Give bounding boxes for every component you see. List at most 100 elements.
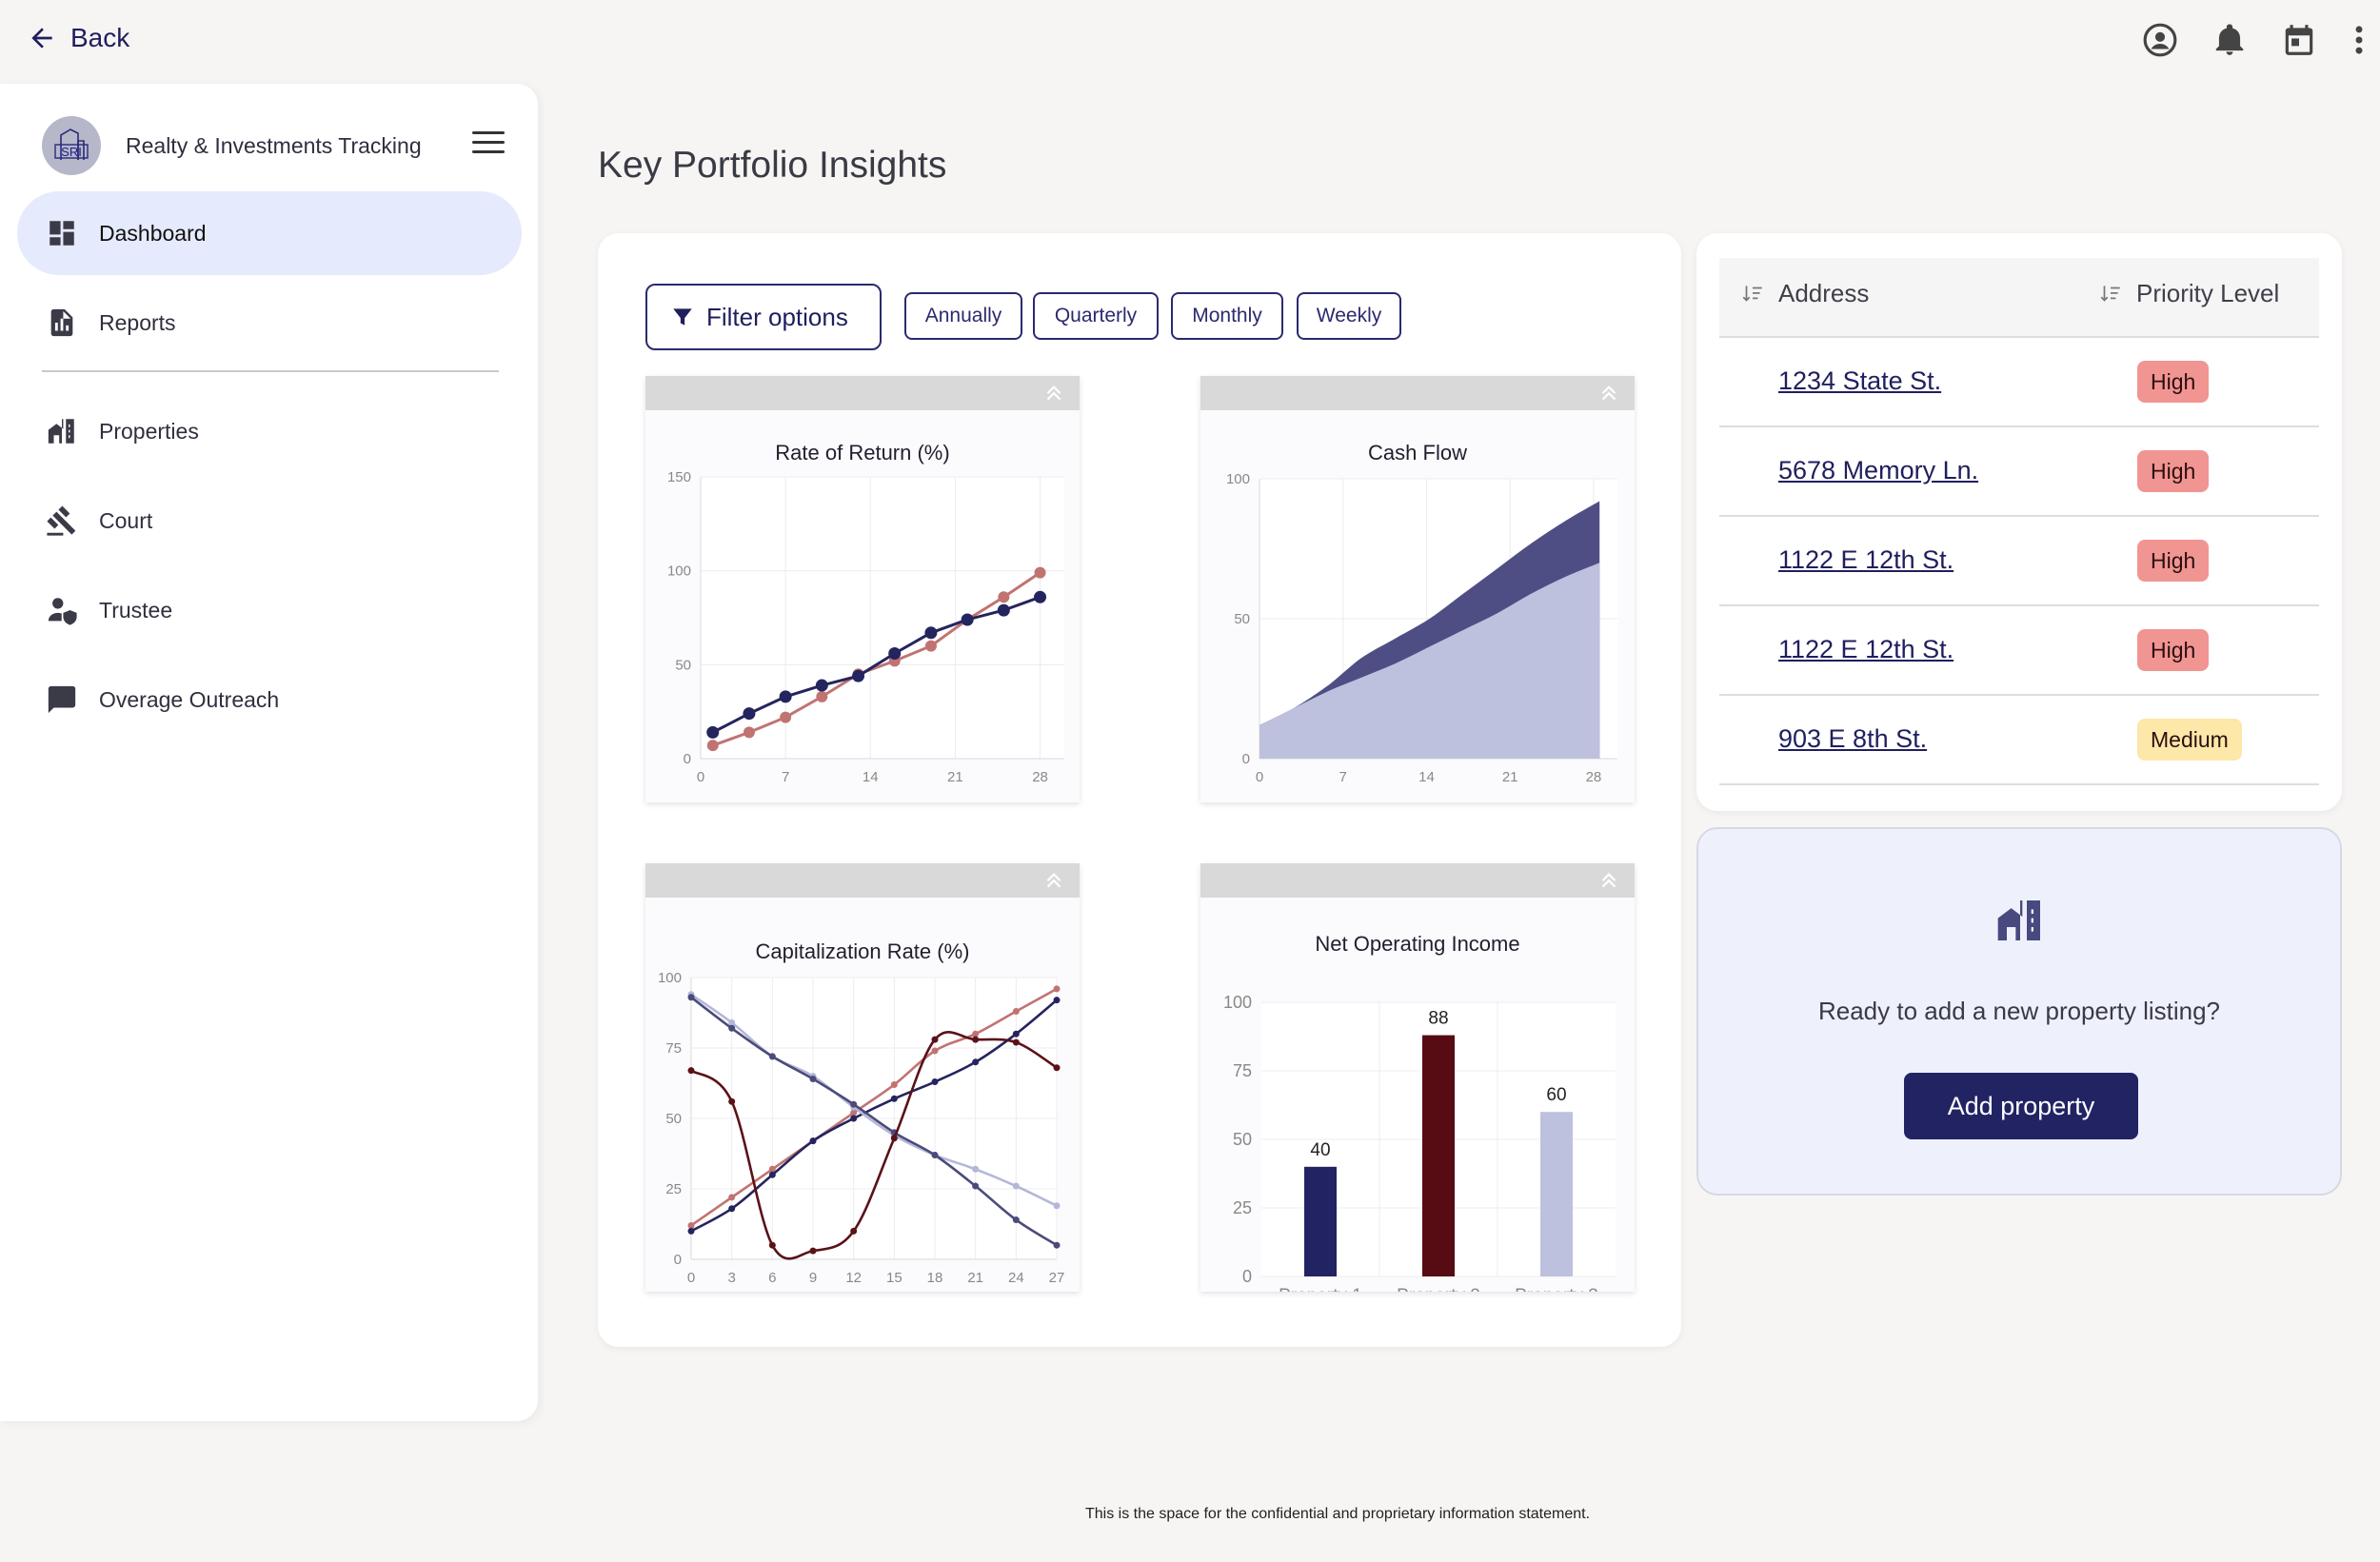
calendar-button[interactable]	[2280, 21, 2318, 59]
collapse-chevron-icon[interactable]	[1041, 867, 1066, 892]
data-point	[728, 1024, 736, 1032]
x-tick-label: 14	[1418, 769, 1435, 785]
data-point	[961, 613, 974, 626]
sidebar-item-overage-outreach[interactable]: Overage Outreach	[17, 658, 522, 741]
data-point	[816, 690, 828, 702]
data-point	[779, 690, 792, 703]
series-line	[690, 987, 1058, 1227]
data-point	[768, 1053, 776, 1060]
priority-badge: Medium	[2137, 719, 2242, 761]
x-tick-label: 21	[967, 1270, 983, 1286]
sidebar-item-dashboard[interactable]: Dashboard	[17, 191, 522, 275]
menu-toggle-button[interactable]	[472, 131, 505, 156]
period-quarterly[interactable]: Quarterly	[1033, 292, 1159, 340]
account-button[interactable]	[2141, 21, 2179, 59]
data-point	[924, 626, 938, 640]
period-weekly[interactable]: Weekly	[1297, 292, 1401, 340]
collapse-chevron-icon[interactable]	[1597, 867, 1621, 892]
y-tick-label: 75	[665, 1040, 682, 1057]
data-point	[809, 1137, 817, 1145]
data-point	[687, 1227, 695, 1235]
top-actions	[2110, 21, 2380, 59]
data-point	[890, 1135, 898, 1142]
sidebar-item-properties[interactable]: Properties	[17, 389, 522, 473]
address-link[interactable]: 903 E 8th St.	[1778, 724, 1928, 753]
address-link[interactable]: 1234 State St.	[1778, 366, 1942, 395]
data-point	[890, 1080, 898, 1088]
data-point	[687, 1221, 695, 1229]
y-tick-label: 150	[667, 469, 691, 485]
y-tick-label: 100	[658, 970, 682, 986]
rate-of-return-plot: Rate of Return (%) 0 50 100 150 0 7 14 21 28	[667, 441, 1064, 785]
data-point	[1012, 1008, 1020, 1016]
period-annually[interactable]: Annually	[904, 292, 1022, 340]
data-point	[728, 1205, 736, 1213]
x-tick-label: 18	[927, 1270, 943, 1286]
x-tick-label: Property 2	[1397, 1286, 1480, 1292]
data-point	[850, 1115, 858, 1122]
rate-of-return-chart: Rate of Return (%) 0 50 100 150 0 7 14 21 28	[645, 376, 1080, 802]
notifications-button[interactable]	[2211, 21, 2249, 59]
y-tick-label: 100	[1223, 993, 1252, 1012]
add-property-card: Ready to add a new property listing? Add…	[1696, 827, 2342, 1196]
data-point	[997, 603, 1010, 617]
data-point	[852, 669, 865, 682]
chat-icon	[48, 685, 76, 714]
address-link[interactable]: 5678 Memory Ln.	[1778, 456, 1979, 484]
data-point	[809, 1076, 817, 1083]
priority-badge: High	[2137, 450, 2210, 492]
address-link[interactable]: 1122 E 12th St.	[1778, 635, 1954, 663]
data-point	[1053, 985, 1061, 993]
data-point	[998, 591, 1010, 603]
cash-flow-plot: Cash Flow 0 50 100 0 7 14 21 28	[1226, 441, 1617, 785]
priority-column-header[interactable]: Priority Level	[2098, 279, 2279, 308]
series-area	[1259, 563, 1600, 759]
data-point	[850, 1227, 858, 1235]
person-shield-icon	[48, 598, 77, 625]
data-point	[1012, 1182, 1020, 1190]
back-button[interactable]: Back	[27, 23, 129, 53]
sidebar-nav: Dashboard Reports Properties Court Trust…	[17, 191, 522, 747]
data-point	[850, 1100, 858, 1108]
x-tick-label: 3	[727, 1270, 735, 1286]
filter-options-label: Filter options	[706, 302, 848, 331]
x-tick-label: 6	[768, 1270, 776, 1286]
report-icon	[50, 308, 73, 337]
data-point	[924, 640, 937, 652]
sidebar-item-court[interactable]: Court	[17, 479, 522, 563]
collapse-chevron-icon[interactable]	[1041, 380, 1066, 405]
collapse-chevron-icon[interactable]	[1597, 380, 1621, 405]
data-point	[768, 1171, 776, 1178]
sidebar-item-trustee[interactable]: Trustee	[17, 568, 522, 652]
data-point	[768, 1241, 776, 1249]
add-property-button[interactable]: Add property	[1904, 1073, 2138, 1139]
y-tick-label: 0	[1242, 751, 1250, 767]
brand: SRI Realty & Investments Tracking	[42, 116, 422, 175]
back-label: Back	[70, 23, 130, 52]
data-point	[706, 725, 720, 739]
y-tick-label: 0	[674, 1252, 682, 1268]
address-column-header[interactable]: Address	[1740, 279, 1869, 308]
add-property-prompt: Ready to add a new property listing?	[1817, 997, 2221, 1025]
hamburger-icon	[472, 131, 505, 134]
x-tick-label: 24	[1008, 1270, 1024, 1286]
net-operating-income-plot: Net Operating Income 0 25 50 75 100 40 Property…	[1223, 932, 1616, 1292]
data-point	[1034, 566, 1046, 579]
x-tick-label: 27	[1049, 1270, 1065, 1286]
more-menu-button[interactable]	[2350, 21, 2369, 59]
address-link[interactable]: 1122 E 12th St.	[1778, 545, 1954, 574]
brand-name: Realty & Investments Tracking	[126, 132, 422, 158]
sidebar-divider	[42, 370, 499, 372]
sidebar-item-label: Trustee	[99, 597, 173, 623]
data-point	[972, 1058, 980, 1066]
period-monthly[interactable]: Monthly	[1171, 292, 1283, 340]
data-point	[706, 740, 719, 752]
sidebar-item-reports[interactable]: Reports	[17, 281, 522, 365]
sidebar-item-label: Overage Outreach	[99, 686, 280, 712]
x-tick-label: Property 3	[1515, 1286, 1598, 1292]
more-vertical-icon	[2355, 26, 2363, 54]
sidebar-item-label: Properties	[99, 418, 199, 444]
company-logo: SRI	[42, 116, 101, 175]
data-point	[972, 1182, 980, 1190]
filter-options-button[interactable]: Filter options	[645, 284, 882, 350]
